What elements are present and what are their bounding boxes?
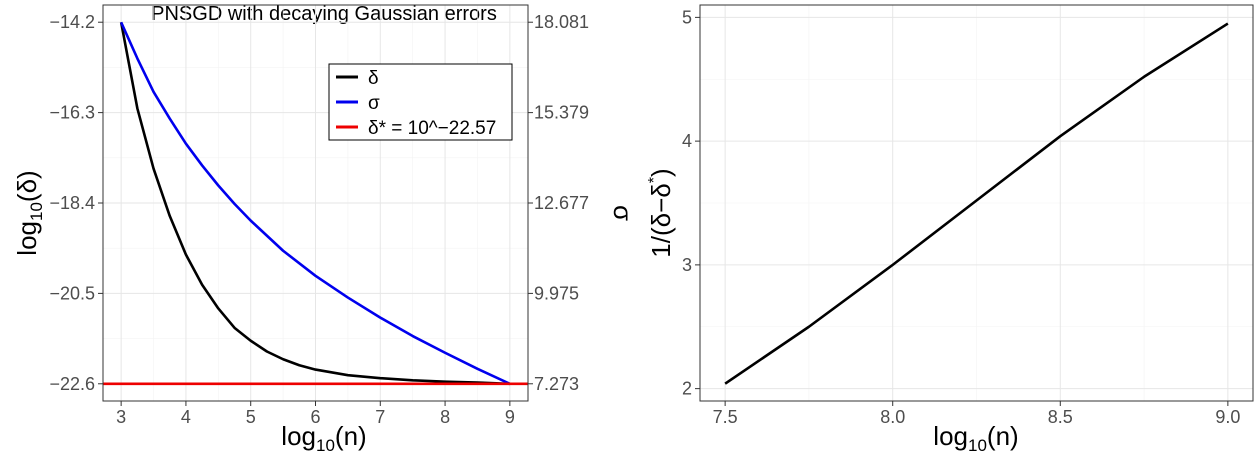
series-line-delta — [119, 21, 510, 386]
left-y2-ticks: 18.081 15.379 12.677 9.975 7.273 — [528, 12, 589, 394]
right-y-tick-label: 2 — [682, 379, 692, 399]
right-x-ticks: 7.5 8.0 8.5 9.0 — [713, 401, 1240, 427]
right-y-axis-title: 1/(δ−δ*) — [646, 168, 676, 257]
right-x-tick-label: 8.0 — [880, 407, 905, 427]
left-x-tick-label: 9 — [505, 407, 515, 427]
left-y-tick-label: −16.3 — [49, 103, 95, 123]
right-chart: 7.5 8.0 8.5 9.0 2 3 4 5 log10(n) 1/(δ−δ*) — [646, 4, 1254, 455]
right-y-ticks: 2 3 4 5 — [682, 7, 700, 399]
left-x-tick-label: 7 — [375, 407, 385, 427]
left-x-tick-label: 3 — [116, 407, 126, 427]
legend-box — [328, 63, 513, 141]
left-y-axis-title: log10(δ) — [12, 170, 46, 255]
left-y-ticks: −14.2 −16.3 −18.4 −20.5 −22.6 — [49, 12, 103, 394]
left-x-tick-label: 5 — [246, 407, 256, 427]
left-series-lines — [103, 21, 528, 386]
left-y-tick-label: −22.6 — [49, 374, 95, 394]
left-y2-tick-label: 9.975 — [534, 283, 579, 303]
left-y2-tick-label: 15.379 — [534, 103, 589, 123]
left-x-axis-title: log10(n) — [281, 421, 366, 455]
series-line-inverse-gap — [724, 22, 1229, 385]
right-x-tick-label: 9.0 — [1215, 407, 1240, 427]
right-x-tick-label: 7.5 — [713, 407, 738, 427]
left-chart-title: PNSGD with decaying Gaussian errors — [151, 3, 497, 25]
left-y-tick-label: −20.5 — [49, 283, 95, 303]
left-y-tick-label: −14.2 — [49, 12, 95, 32]
right-y-tick-label: 5 — [682, 7, 692, 27]
left-y2-tick-label: 18.081 — [534, 12, 589, 32]
left-x-ticks: 3 4 5 6 7 8 9 — [116, 401, 515, 427]
left-y2-tick-label: 7.273 — [534, 374, 579, 394]
right-y-tick-label: 3 — [682, 255, 692, 275]
left-x-tick-label: 8 — [440, 407, 450, 427]
right-panel-border — [699, 4, 1254, 402]
left-x-tick-label: 6 — [310, 407, 320, 427]
right-gridlines — [700, 5, 1253, 401]
legend-label-sigma: σ — [368, 93, 380, 114]
right-x-axis-title: log10(n) — [933, 421, 1018, 455]
left-y-tick-label: −18.4 — [49, 193, 95, 213]
left-y2-axis-title: σ — [608, 205, 638, 221]
left-y2-tick-label: 12.677 — [534, 193, 589, 213]
series-line-sigma — [119, 21, 511, 385]
legend-label-delta: δ — [368, 68, 379, 89]
left-chart: PNSGD with decaying Gaussian errors 3 4 5 6… — [12, 3, 638, 455]
left-x-tick-label: 4 — [181, 407, 191, 427]
right-x-tick-label: 8.5 — [1048, 407, 1073, 427]
right-y-tick-label: 4 — [682, 131, 692, 151]
right-series-lines — [724, 22, 1229, 385]
legend-label-delta-star: δ* = 10^−22.57 — [368, 118, 496, 139]
left-legend: δ σ δ* = 10^−22.57 — [328, 63, 513, 141]
